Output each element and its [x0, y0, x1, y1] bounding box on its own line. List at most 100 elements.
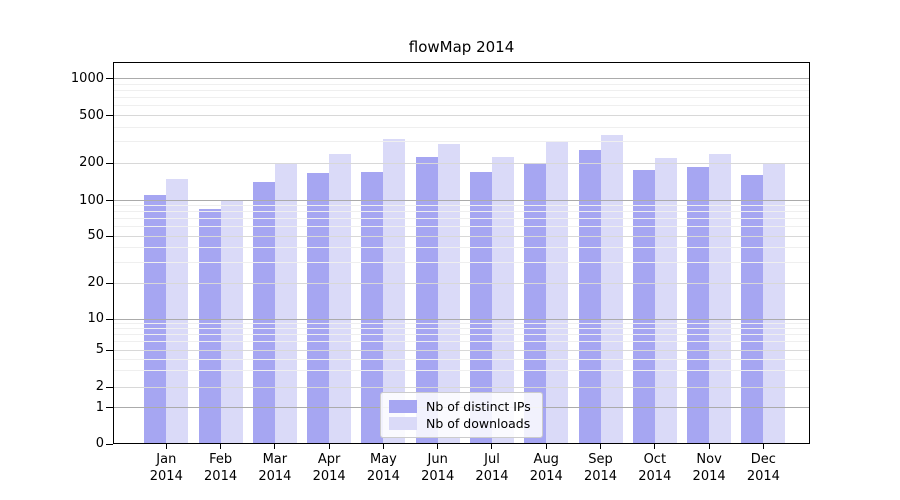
- legend: Nb of distinct IPs Nb of downloads: [380, 392, 543, 438]
- plot-area: Nb of distinct IPs Nb of downloads: [113, 62, 810, 444]
- y-tick-10: [106, 318, 113, 320]
- gridline-1000: [114, 78, 809, 79]
- gridline-40: [114, 246, 809, 248]
- gridline-600: [114, 105, 809, 107]
- bar-jun-distinct-ips: [415, 156, 438, 443]
- x-tick-aug: [545, 444, 547, 449]
- gridline-500: [114, 115, 809, 116]
- x-tick-label-jul: Jul 2014: [475, 452, 509, 484]
- legend-swatch-distinct-ips: [389, 399, 417, 413]
- y-tick-20: [106, 282, 113, 284]
- y-tick-label-500: 500: [79, 107, 104, 123]
- x-tick-dec: [762, 444, 764, 449]
- x-tick-may: [382, 444, 384, 449]
- bar-sep-distinct-ips: [578, 150, 601, 443]
- gridline-30: [114, 261, 809, 263]
- bar-oct-distinct-ips: [632, 170, 655, 443]
- y-tick-label-1000: 1000: [70, 70, 104, 86]
- x-tick-label-nov: Nov 2014: [692, 452, 726, 484]
- x-tick-label-jun: Jun 2014: [421, 452, 455, 484]
- bar-aug-distinct-ips: [524, 163, 547, 443]
- bar-jul-downloads: [491, 156, 514, 443]
- bar-mar-downloads: [274, 163, 297, 443]
- grid-layer: [114, 63, 809, 443]
- bar-dec-downloads: [763, 163, 786, 443]
- x-tick-label-aug: Aug 2014: [529, 452, 563, 484]
- bar-jul-distinct-ips: [469, 171, 492, 443]
- bar-aug-downloads: [546, 141, 569, 443]
- y-tick-label-100: 100: [79, 192, 104, 208]
- x-tick-label-may: May 2014: [366, 452, 400, 484]
- bar-dec-distinct-ips: [741, 175, 764, 443]
- y-tick-2: [106, 386, 113, 388]
- gridline-6: [114, 341, 809, 343]
- y-tick-label-200: 200: [79, 155, 104, 170]
- y-tick-5: [106, 349, 113, 351]
- bar-oct-downloads: [654, 158, 677, 443]
- gridline-2: [114, 386, 809, 388]
- y-tick-label-10: 10: [87, 311, 104, 326]
- y-tick-100: [106, 200, 113, 201]
- legend-item-distinct-ips: Nb of distinct IPs: [389, 399, 534, 414]
- gridline-700: [114, 97, 809, 99]
- gridline-100: [114, 200, 809, 201]
- x-tick-jan: [165, 444, 167, 449]
- gridline-10: [114, 318, 809, 320]
- x-tick-jul: [491, 444, 493, 449]
- x-tick-mar: [274, 444, 276, 449]
- y-tick-50: [106, 235, 113, 237]
- bar-feb-downloads: [220, 200, 243, 443]
- gridline-80: [114, 211, 809, 213]
- x-tick-label-dec: Dec 2014: [746, 452, 780, 484]
- gridline-800: [114, 89, 809, 91]
- legend-item-downloads: Nb of downloads: [389, 416, 534, 431]
- gridline-9: [114, 323, 809, 325]
- x-tick-label-feb: Feb 2014: [204, 452, 238, 484]
- y-tick-200: [106, 162, 113, 164]
- bar-may-downloads: [383, 139, 406, 443]
- gridline-70: [114, 218, 809, 220]
- x-tick-label-oct: Oct 2014: [638, 452, 672, 484]
- gridline-3: [114, 370, 809, 372]
- legend-swatch-downloads: [389, 417, 417, 431]
- bar-feb-distinct-ips: [198, 208, 221, 443]
- x-tick-apr: [328, 444, 330, 449]
- legend-label-distinct-ips: Nb of distinct IPs: [426, 398, 531, 414]
- y-tick-1: [106, 407, 113, 408]
- gridline-90: [114, 205, 809, 207]
- y-tick-label-5: 5: [95, 342, 104, 357]
- y-tick-label-50: 50: [87, 228, 104, 243]
- y-tick-label-0: 0: [95, 436, 104, 451]
- x-tick-oct: [654, 444, 656, 449]
- x-tick-nov: [708, 444, 710, 449]
- gridline-60: [114, 226, 809, 228]
- chart-title: flowMap 2014: [408, 38, 515, 56]
- gridline-20: [114, 282, 809, 284]
- y-tick-label-1: 1: [95, 399, 104, 415]
- gridline-7: [114, 334, 809, 336]
- x-tick-label-apr: Apr 2014: [312, 452, 346, 484]
- gridline-5: [114, 349, 809, 351]
- legend-label-downloads: Nb of downloads: [426, 416, 531, 432]
- bar-apr-distinct-ips: [307, 173, 330, 443]
- y-tick-1000: [106, 78, 113, 79]
- x-tick-label-sep: Sep 2014: [583, 452, 618, 484]
- y-tick-label-20: 20: [87, 275, 104, 290]
- x-tick-label-mar: Mar 2014: [258, 452, 292, 484]
- gridline-200: [114, 162, 809, 164]
- gridline-8: [114, 328, 809, 330]
- gridline-900: [114, 83, 809, 85]
- y-tick-0: [106, 443, 113, 445]
- gridline-400: [114, 126, 809, 128]
- y-tick-label-2: 2: [95, 379, 104, 394]
- gridline-300: [114, 141, 809, 143]
- bar-may-distinct-ips: [361, 171, 384, 443]
- gridline-50: [114, 235, 809, 237]
- x-tick-label-jan: Jan 2014: [149, 452, 183, 484]
- y-tick-500: [106, 115, 113, 116]
- gridline-4: [114, 358, 809, 360]
- x-tick-feb: [220, 444, 222, 449]
- x-tick-jun: [437, 444, 439, 449]
- x-tick-sep: [600, 444, 602, 449]
